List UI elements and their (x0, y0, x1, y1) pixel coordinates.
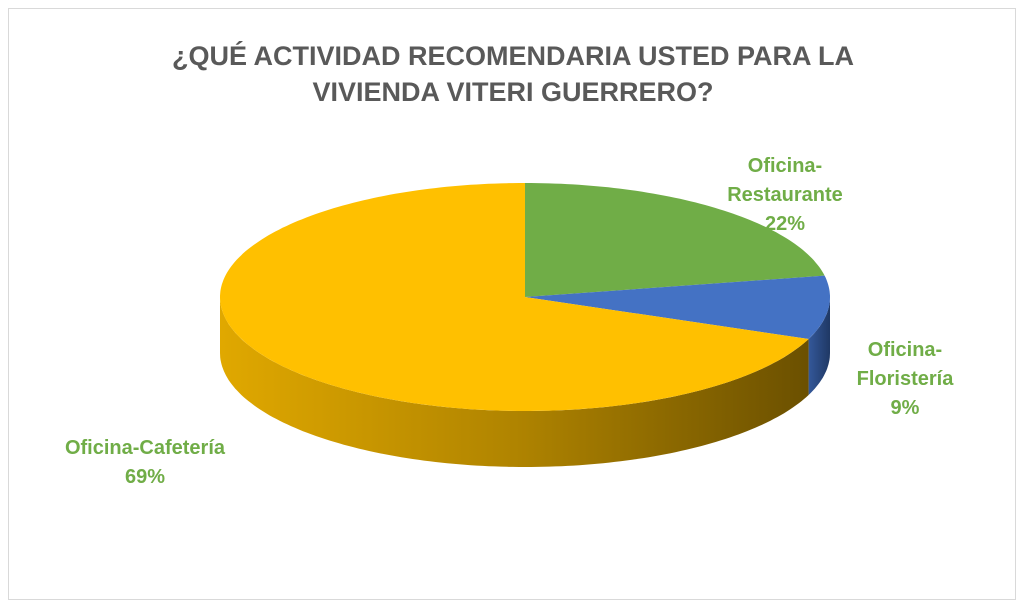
value-label: 22% (764, 213, 806, 235)
pie-slice (525, 275, 830, 339)
data-label: Oficina-Floristería 9% (830, 336, 980, 423)
data-label: Oficina-Cafetería 69% (30, 434, 260, 492)
chart-title: ¿QUÉ ACTIVIDAD RECOMENDARIA USTED PARA L… (171, 41, 854, 107)
pie-slice (220, 183, 809, 411)
chart-frame (8, 8, 1016, 600)
pie-slice-side (220, 297, 809, 467)
pie-slice (525, 183, 825, 297)
category-label: Oficina-Restaurante (727, 155, 843, 206)
category-label: Oficina-Cafetería (64, 437, 226, 459)
category-label: Oficina-Floristería (856, 339, 954, 390)
data-label: Oficina-Restaurante 22% (705, 152, 865, 239)
pie-slice-side (808, 297, 830, 395)
value-label: 9% (890, 397, 920, 419)
value-label: 69% (124, 466, 166, 488)
